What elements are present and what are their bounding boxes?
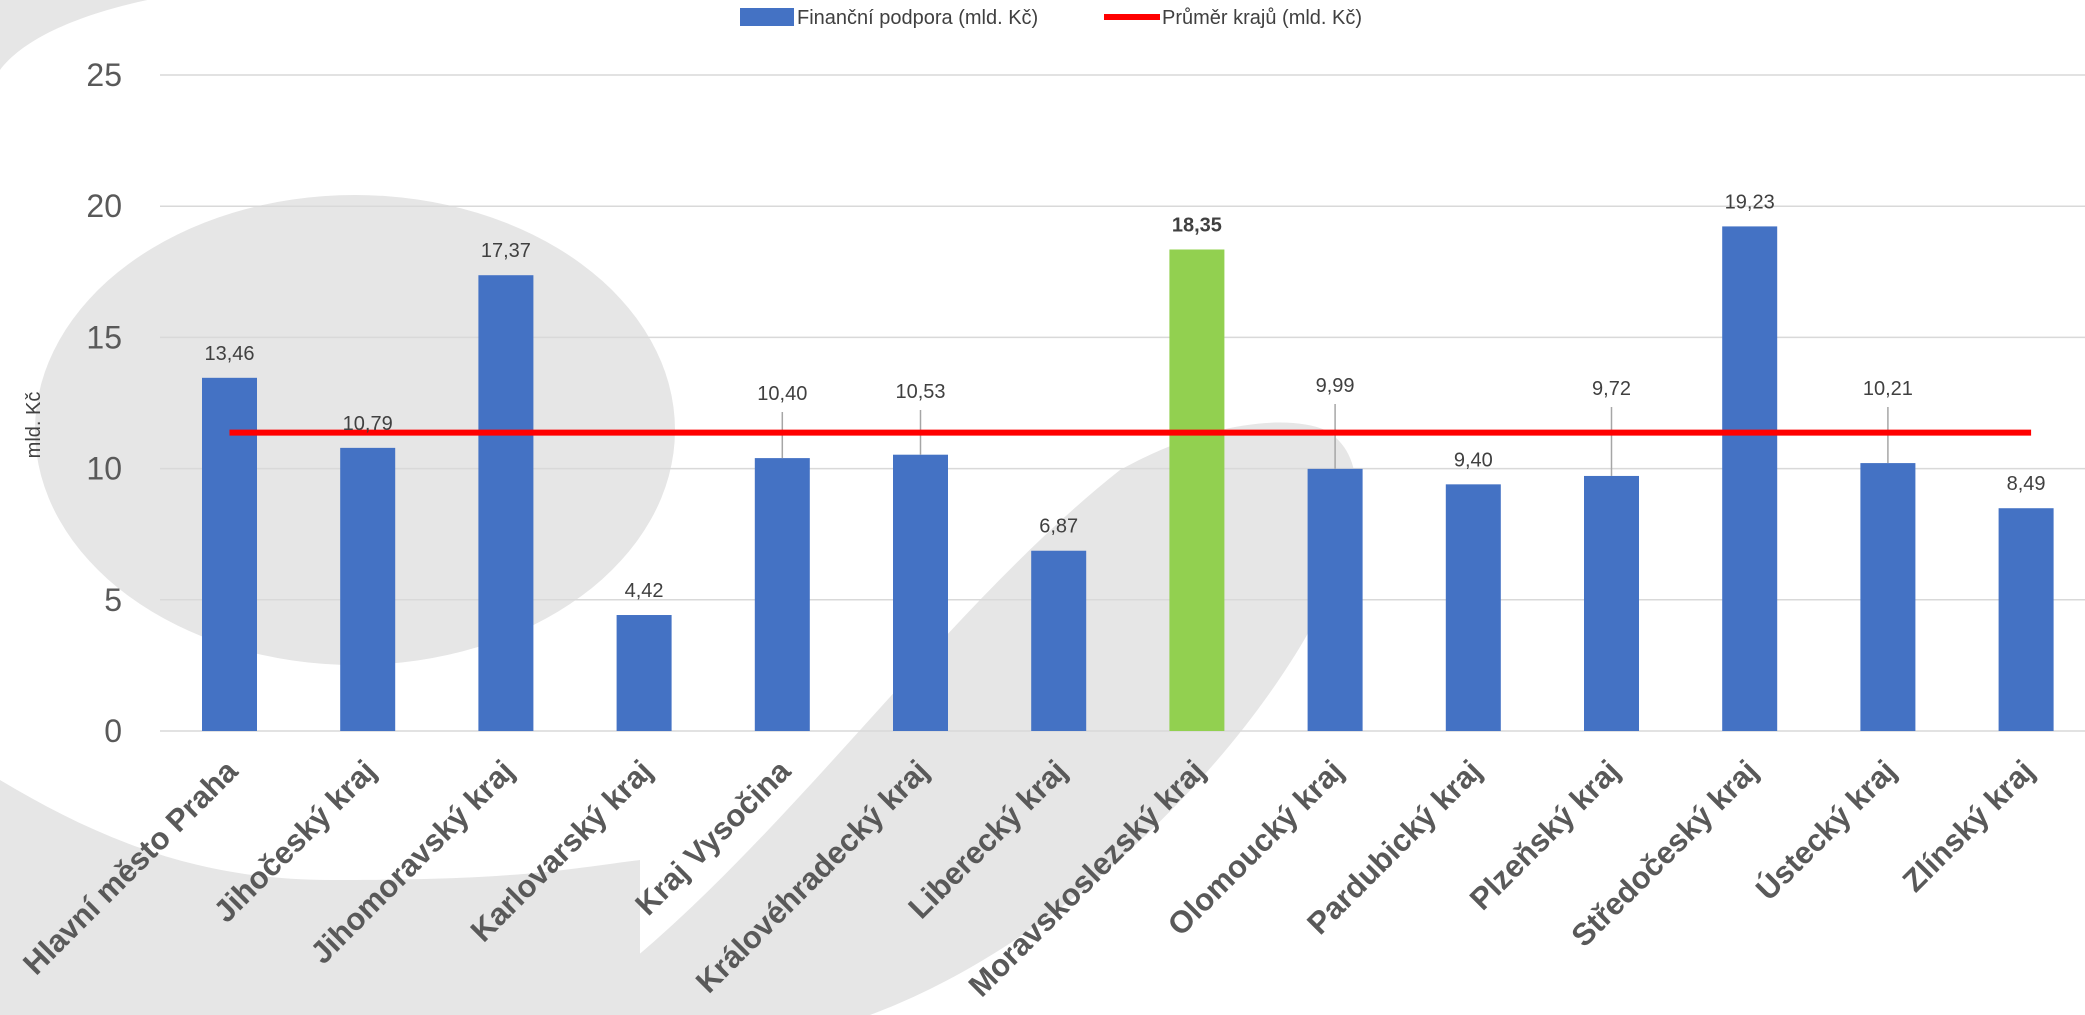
- bar: [478, 275, 534, 731]
- bars: [202, 226, 2054, 732]
- data-label: 9,72: [1592, 378, 1631, 400]
- legend-label-bars: Finanční podpora (mld. Kč): [797, 7, 1038, 29]
- data-label: 8,49: [2007, 473, 2046, 495]
- bar: [1031, 550, 1087, 731]
- data-label: 13,46: [204, 343, 254, 365]
- bar: [340, 447, 396, 731]
- legend-label-line: Průměr krajů (mld. Kč): [1162, 7, 1362, 29]
- y-tick-label: 5: [104, 582, 122, 618]
- background-lower-left: [0, 780, 640, 1015]
- x-tick-label: Ústecký kraj: [1748, 752, 1903, 907]
- y-tick-label: 15: [86, 319, 122, 355]
- data-label: 10,53: [895, 381, 945, 403]
- data-label: 9,99: [1316, 375, 1355, 397]
- legend: Finanční podpora (mld. Kč) Průměr krajů …: [740, 7, 1362, 29]
- legend-swatch-bars: [740, 8, 794, 26]
- bar: [754, 458, 810, 731]
- bar: [1307, 468, 1363, 731]
- bar: [1584, 475, 1639, 731]
- data-label: 4,42: [625, 580, 664, 602]
- bar: [1860, 463, 1916, 731]
- bar: [202, 377, 257, 731]
- data-label: 19,23: [1725, 191, 1775, 213]
- y-axis-label: mld. Kč: [23, 392, 45, 459]
- bar: [1445, 484, 1501, 731]
- data-label: 10,21: [1863, 378, 1913, 400]
- bar: [1722, 226, 1778, 732]
- data-label: 17,37: [481, 240, 531, 262]
- y-tick-label: 10: [86, 451, 122, 487]
- data-label: 9,40: [1454, 449, 1493, 471]
- x-tick-label: Zlínský kraj: [1896, 753, 2041, 898]
- y-tick-label: 20: [86, 188, 122, 224]
- background-swoosh: [0, 0, 510, 70]
- bar: [1998, 508, 2054, 731]
- background-arc: [560, 422, 1357, 1015]
- leader-lines: [781, 404, 1889, 476]
- y-tick-label: 25: [86, 57, 122, 93]
- bar: [1169, 249, 1225, 731]
- data-label: 10,40: [757, 383, 807, 405]
- data-label: 6,87: [1039, 516, 1078, 538]
- bar: [616, 615, 672, 731]
- bar: [893, 454, 948, 731]
- data-labels: 13,46 10,79 17,37 4,42 10,40 10,53 6,87 18,35 9,…: [204, 191, 2045, 602]
- data-label: 10,79: [343, 413, 393, 435]
- y-tick-label: 0: [104, 713, 122, 749]
- y-axis-ticks: 0 5 10 15 20 25: [86, 57, 122, 749]
- data-label: 18,35: [1172, 214, 1222, 236]
